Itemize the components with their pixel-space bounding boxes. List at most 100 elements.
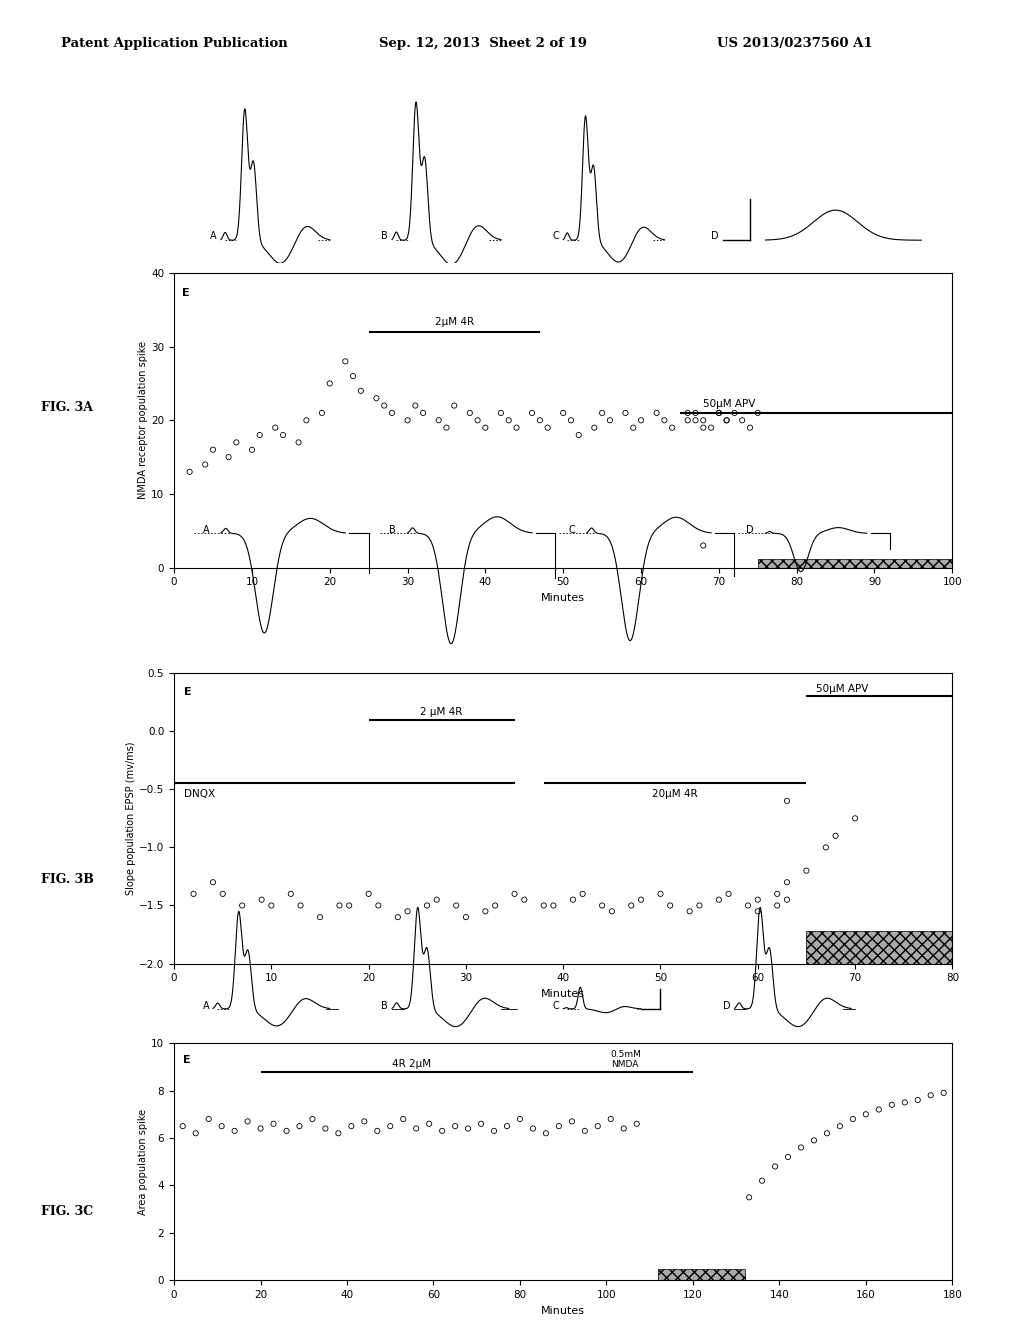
Point bbox=[293, 895, 309, 916]
Point bbox=[298, 409, 314, 430]
Point bbox=[909, 1089, 926, 1110]
Point bbox=[283, 883, 299, 904]
Point bbox=[570, 425, 587, 446]
Text: B: B bbox=[381, 1001, 388, 1011]
Point bbox=[395, 1109, 412, 1130]
Point bbox=[343, 1115, 359, 1137]
Point bbox=[415, 403, 431, 424]
Point bbox=[477, 900, 494, 921]
Point bbox=[240, 1111, 256, 1133]
Point bbox=[512, 1109, 528, 1130]
Text: A: A bbox=[210, 231, 217, 242]
Point bbox=[345, 366, 361, 387]
Point bbox=[769, 883, 785, 904]
Point bbox=[274, 425, 291, 446]
Point bbox=[750, 890, 766, 911]
Point bbox=[279, 1121, 295, 1142]
Point bbox=[181, 461, 198, 482]
Text: 4R 2μM: 4R 2μM bbox=[392, 1059, 431, 1069]
Point bbox=[185, 883, 202, 904]
Bar bbox=[807, 931, 952, 964]
Point bbox=[458, 907, 474, 928]
Point bbox=[577, 1121, 593, 1142]
Text: US 2013/0237560 A1: US 2013/0237560 A1 bbox=[717, 37, 872, 50]
Text: B: B bbox=[381, 231, 388, 242]
Text: DNQX: DNQX bbox=[184, 789, 215, 800]
Text: E: E bbox=[182, 1055, 190, 1065]
Point bbox=[563, 1111, 580, 1133]
Point bbox=[313, 403, 330, 424]
Y-axis label: Area population spike: Area population spike bbox=[138, 1109, 148, 1214]
Point bbox=[462, 403, 478, 424]
Point bbox=[574, 883, 591, 904]
Point bbox=[226, 1121, 243, 1142]
Point bbox=[633, 409, 649, 430]
Point bbox=[446, 1115, 463, 1137]
Point bbox=[384, 403, 400, 424]
Point bbox=[741, 1187, 758, 1208]
Point bbox=[493, 403, 509, 424]
Point bbox=[473, 1113, 489, 1134]
Point bbox=[337, 351, 353, 372]
Point bbox=[540, 417, 556, 438]
Point bbox=[356, 1111, 373, 1133]
Point bbox=[311, 907, 328, 928]
Point bbox=[831, 1115, 848, 1137]
Point bbox=[884, 1094, 900, 1115]
Text: 20μM 4R: 20μM 4R bbox=[652, 789, 698, 800]
Point bbox=[408, 395, 424, 416]
Text: D: D bbox=[723, 1001, 730, 1011]
Point bbox=[546, 895, 562, 916]
Point bbox=[648, 403, 665, 424]
Point bbox=[341, 895, 357, 916]
Text: 50μM APV: 50μM APV bbox=[703, 399, 756, 409]
Point bbox=[201, 1109, 217, 1130]
Point bbox=[633, 890, 649, 911]
Point bbox=[263, 895, 280, 916]
Point bbox=[233, 895, 251, 916]
Point bbox=[252, 425, 268, 446]
Point bbox=[304, 1109, 321, 1130]
Point bbox=[586, 417, 602, 438]
Point bbox=[429, 890, 445, 911]
Point bbox=[205, 440, 221, 461]
Point bbox=[419, 895, 435, 916]
Text: C: C bbox=[553, 1001, 559, 1011]
Point bbox=[845, 1109, 861, 1130]
Point bbox=[205, 871, 221, 892]
Point bbox=[499, 1115, 515, 1137]
Text: C: C bbox=[568, 525, 574, 536]
Point bbox=[197, 454, 213, 475]
Point bbox=[555, 403, 571, 424]
Text: 0.5mM
NMDA: 0.5mM NMDA bbox=[610, 1049, 642, 1069]
Point bbox=[371, 895, 387, 916]
Point bbox=[740, 895, 757, 916]
Point bbox=[330, 1123, 346, 1144]
Point bbox=[215, 883, 231, 904]
Text: E: E bbox=[184, 686, 191, 697]
Point bbox=[390, 907, 407, 928]
Point bbox=[923, 1085, 939, 1106]
Point bbox=[799, 861, 815, 882]
Point bbox=[827, 825, 844, 846]
Point bbox=[563, 409, 580, 430]
Point bbox=[702, 417, 719, 438]
Text: 50μM APV: 50μM APV bbox=[816, 684, 868, 694]
Point bbox=[602, 409, 618, 430]
Point bbox=[680, 409, 696, 430]
Point bbox=[508, 417, 524, 438]
Text: A: A bbox=[203, 525, 209, 536]
Text: FIG. 3B: FIG. 3B bbox=[41, 873, 94, 886]
Point bbox=[590, 1115, 606, 1137]
Point bbox=[376, 395, 392, 416]
Text: FIG. 3A: FIG. 3A bbox=[41, 400, 93, 413]
Text: D: D bbox=[712, 231, 719, 242]
Point bbox=[244, 440, 260, 461]
Point bbox=[754, 1170, 770, 1191]
Point bbox=[438, 417, 455, 438]
Point bbox=[594, 403, 610, 424]
Point bbox=[695, 409, 712, 430]
Point bbox=[726, 403, 742, 424]
Point bbox=[399, 409, 416, 430]
Point bbox=[711, 890, 727, 911]
